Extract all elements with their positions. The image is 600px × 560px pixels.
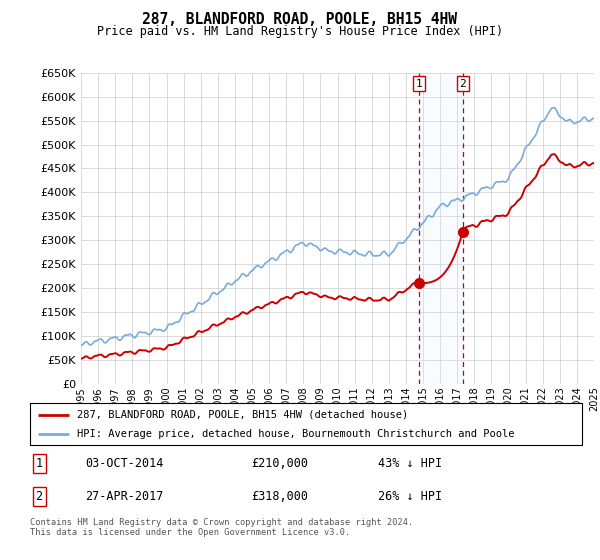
- Text: 2: 2: [460, 78, 466, 88]
- Text: Contains HM Land Registry data © Crown copyright and database right 2024.
This d: Contains HM Land Registry data © Crown c…: [30, 518, 413, 538]
- Text: 2: 2: [35, 490, 43, 503]
- Text: 1: 1: [35, 457, 43, 470]
- Text: 287, BLANDFORD ROAD, POOLE, BH15 4HW: 287, BLANDFORD ROAD, POOLE, BH15 4HW: [143, 12, 458, 27]
- Text: 287, BLANDFORD ROAD, POOLE, BH15 4HW (detached house): 287, BLANDFORD ROAD, POOLE, BH15 4HW (de…: [77, 409, 408, 419]
- Text: 03-OCT-2014: 03-OCT-2014: [85, 457, 164, 470]
- Text: £318,000: £318,000: [251, 490, 308, 503]
- FancyBboxPatch shape: [30, 403, 582, 445]
- Text: 27-APR-2017: 27-APR-2017: [85, 490, 164, 503]
- Bar: [419, 73, 463, 384]
- Text: HPI: Average price, detached house, Bournemouth Christchurch and Poole: HPI: Average price, detached house, Bour…: [77, 429, 514, 439]
- Text: Price paid vs. HM Land Registry's House Price Index (HPI): Price paid vs. HM Land Registry's House …: [97, 25, 503, 38]
- Text: 43% ↓ HPI: 43% ↓ HPI: [378, 457, 442, 470]
- Text: 1: 1: [415, 78, 422, 88]
- Text: 26% ↓ HPI: 26% ↓ HPI: [378, 490, 442, 503]
- Text: £210,000: £210,000: [251, 457, 308, 470]
